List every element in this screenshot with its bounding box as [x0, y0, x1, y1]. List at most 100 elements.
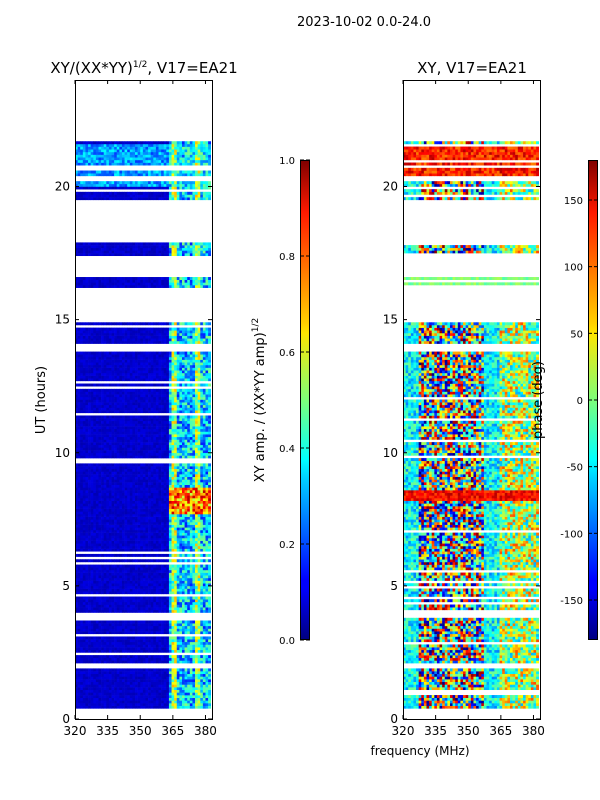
heat-cell: [119, 676, 122, 679]
heat-cell: [169, 525, 172, 528]
heat-cell: [140, 471, 143, 474]
heat-cell: [200, 501, 203, 504]
heat-cell: [112, 511, 115, 514]
heat-cell: [159, 597, 162, 600]
heat-cell: [98, 599, 101, 602]
heat-cell: [80, 559, 83, 562]
heat-cell: [114, 530, 117, 533]
heat-cell: [208, 445, 211, 448]
heat-cell: [101, 538, 104, 541]
heat-cell: [140, 533, 143, 536]
heat-cell: [135, 450, 138, 453]
heat-cell: [117, 455, 120, 458]
heat-cell: [179, 644, 182, 647]
heat-cell: [132, 658, 135, 661]
heat-cell: [148, 610, 151, 613]
heat-cell: [159, 567, 162, 570]
heat-cell: [203, 559, 206, 562]
heat-cell: [132, 501, 135, 504]
heat-cell: [83, 642, 86, 645]
heat-cell: [91, 607, 94, 610]
heat-cell: [93, 423, 96, 426]
heat-cell: [85, 599, 88, 602]
heat-cell: [166, 586, 169, 589]
heat-cell: [203, 445, 206, 448]
heat-cell: [88, 543, 91, 546]
heat-cell: [138, 485, 141, 488]
heat-cell: [104, 530, 107, 533]
heat-cell: [174, 605, 177, 608]
heat-cell: [127, 469, 130, 472]
heat-cell: [119, 514, 122, 517]
heat-cell: [172, 503, 175, 506]
heat-cell: [78, 575, 81, 578]
heat-cell: [138, 442, 141, 445]
heat-cell: [127, 530, 130, 533]
heat-cell: [166, 581, 169, 584]
heat-cell: [195, 498, 198, 501]
heat-cell: [101, 671, 104, 674]
heat-cell: [125, 549, 128, 552]
heat-cell: [96, 570, 99, 573]
heat-cell: [174, 445, 177, 448]
heat-cell: [153, 487, 156, 490]
heat-cell: [166, 453, 169, 456]
heat-cell: [119, 682, 122, 685]
heat-cell: [203, 602, 206, 605]
heat-cell: [169, 703, 172, 706]
heat-cell: [166, 423, 169, 426]
heat-cell: [205, 442, 208, 445]
heat-cell: [161, 503, 164, 506]
heat-cell: [208, 466, 211, 469]
heat-cell: [190, 559, 193, 562]
heat-cell: [80, 620, 83, 623]
heat-cell: [179, 674, 182, 677]
heat-cell: [182, 434, 185, 437]
heat-cell: [179, 559, 182, 562]
heat-cell: [125, 610, 128, 613]
heat-cell: [151, 485, 154, 488]
heat-cell: [104, 418, 107, 421]
heat-cell: [117, 655, 120, 658]
heat-cell: [88, 575, 91, 578]
heat-cell: [114, 445, 117, 448]
heat-cell: [174, 511, 177, 514]
heat-cell: [132, 690, 135, 693]
heat-cell: [203, 586, 206, 589]
heat-cell: [145, 575, 148, 578]
heat-cell: [148, 501, 151, 504]
heat-cell: [159, 591, 162, 594]
heat-cell: [93, 581, 96, 584]
heat-cell: [78, 527, 81, 530]
heat-cell: [179, 501, 182, 504]
heat-cell: [122, 445, 125, 448]
heat-cell: [203, 650, 206, 653]
heat-cell: [151, 647, 154, 650]
heat-cell: [151, 533, 154, 536]
heat-cell: [88, 679, 91, 682]
heat-cell: [122, 644, 125, 647]
heat-cell: [192, 647, 195, 650]
heat-cell: [83, 559, 86, 562]
heat-cell: [174, 447, 177, 450]
heat-cell: [151, 482, 154, 485]
heat-cell: [174, 509, 177, 512]
heat-cell: [132, 599, 135, 602]
heat-cell: [80, 605, 83, 608]
heat-cell: [132, 703, 135, 706]
heat-cell: [192, 506, 195, 509]
heat-cell: [166, 469, 169, 472]
heat-cell: [109, 538, 112, 541]
heat-cell: [164, 463, 167, 466]
heat-cell: [143, 439, 146, 442]
heat-cell: [96, 453, 99, 456]
heat-cell: [122, 620, 125, 623]
heat-cell: [96, 469, 99, 472]
heat-cell: [145, 620, 148, 623]
heat-cell: [200, 610, 203, 613]
heat-cell: [78, 437, 81, 440]
heat-cell: [122, 623, 125, 626]
heat-cell: [172, 437, 175, 440]
heat-cell: [190, 626, 193, 629]
heat-cell: [208, 455, 211, 458]
